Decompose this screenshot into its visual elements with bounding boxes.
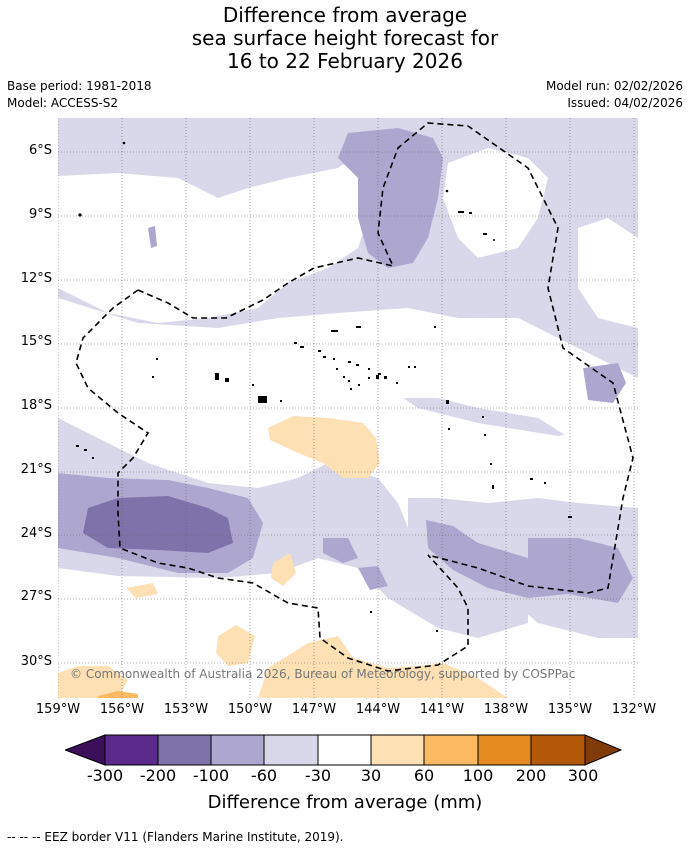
colorbar-tick-label: 100 xyxy=(462,766,494,785)
lon-label: 159°W xyxy=(35,702,81,717)
anomaly-medium-orange xyxy=(98,691,138,698)
meta-left: Base period: 1981-2018 Model: ACCESS-S2 xyxy=(7,78,152,112)
colorbar-segment xyxy=(370,734,425,766)
lon-label: 156°W xyxy=(99,702,145,717)
lat-label: 6°S xyxy=(28,143,52,158)
copyright-notice: © Commonwealth of Australia 2026, Bureau… xyxy=(70,667,576,681)
colorbar-tick-label: 30 xyxy=(360,766,382,785)
colorbar-tick-label: 60 xyxy=(413,766,435,785)
lat-label: 24°S xyxy=(20,526,52,541)
map-svg xyxy=(58,118,638,698)
islands xyxy=(76,141,572,632)
colorbar-tick-label: 300 xyxy=(567,766,599,785)
colorbar-tick-label: -60 xyxy=(250,766,278,785)
eez-legend: -- -- -- EEZ border V11 (Flanders Marine… xyxy=(7,830,344,844)
issued-date: Issued: 04/02/2026 xyxy=(567,96,683,110)
lat-label: 12°S xyxy=(20,271,52,286)
lon-label: 135°W xyxy=(547,702,593,717)
lon-label: 147°W xyxy=(291,702,337,717)
colorbar-segment xyxy=(104,734,159,766)
colorbar-segment xyxy=(317,734,372,766)
map-title: Difference from average sea surface heig… xyxy=(0,4,690,73)
colorbar-tick-label: -300 xyxy=(86,766,124,785)
colorbar-tick-label: 200 xyxy=(515,766,547,785)
colorbar-title: Difference from average (mm) xyxy=(207,792,483,813)
colorbar xyxy=(65,734,623,766)
map-panel: © Commonwealth of Australia 2026, Bureau… xyxy=(58,118,638,698)
lat-label: 9°S xyxy=(28,207,52,222)
lon-label: 132°W xyxy=(611,702,657,717)
lon-label: 141°W xyxy=(419,702,465,717)
anomaly-dark-purple xyxy=(83,496,233,553)
lon-label: 153°W xyxy=(163,702,209,717)
lat-label: 18°S xyxy=(20,398,52,413)
lon-label: 138°W xyxy=(483,702,529,717)
lon-label: 144°W xyxy=(355,702,401,717)
graticule xyxy=(58,118,638,698)
colorbar-segment xyxy=(530,734,586,766)
lat-label: 30°S xyxy=(20,654,52,669)
colorbar-tick-label: -200 xyxy=(139,766,177,785)
title-line-2: sea surface height forecast for xyxy=(191,26,499,50)
colorbar-tick-label: -100 xyxy=(192,766,230,785)
colorbar-segment xyxy=(263,734,319,766)
colorbar-segment xyxy=(157,734,212,766)
model-name: Model: ACCESS-S2 xyxy=(7,96,119,110)
title-line-3: 16 to 22 February 2026 xyxy=(227,49,463,73)
colorbar-tick-label: -30 xyxy=(304,766,332,785)
anomaly-light-orange xyxy=(58,416,508,698)
colorbar-low-extension xyxy=(65,734,106,766)
lat-label: 21°S xyxy=(20,462,52,477)
lat-label: 27°S xyxy=(20,589,52,604)
colorbar-segment xyxy=(477,734,532,766)
title-line-1: Difference from average xyxy=(222,3,468,27)
eez-borders xyxy=(75,122,634,672)
lat-label: 15°S xyxy=(20,334,52,349)
colorbar-high-extension xyxy=(584,734,623,766)
lon-label: 150°W xyxy=(227,702,273,717)
colorbar-segment xyxy=(423,734,479,766)
meta-right: Model run: 02/02/2026 Issued: 04/02/2026 xyxy=(546,78,683,112)
base-period: Base period: 1981-2018 xyxy=(7,79,152,93)
model-run: Model run: 02/02/2026 xyxy=(545,79,683,93)
anomaly-neutral-patches xyxy=(58,133,638,443)
colorbar-segment xyxy=(210,734,265,766)
